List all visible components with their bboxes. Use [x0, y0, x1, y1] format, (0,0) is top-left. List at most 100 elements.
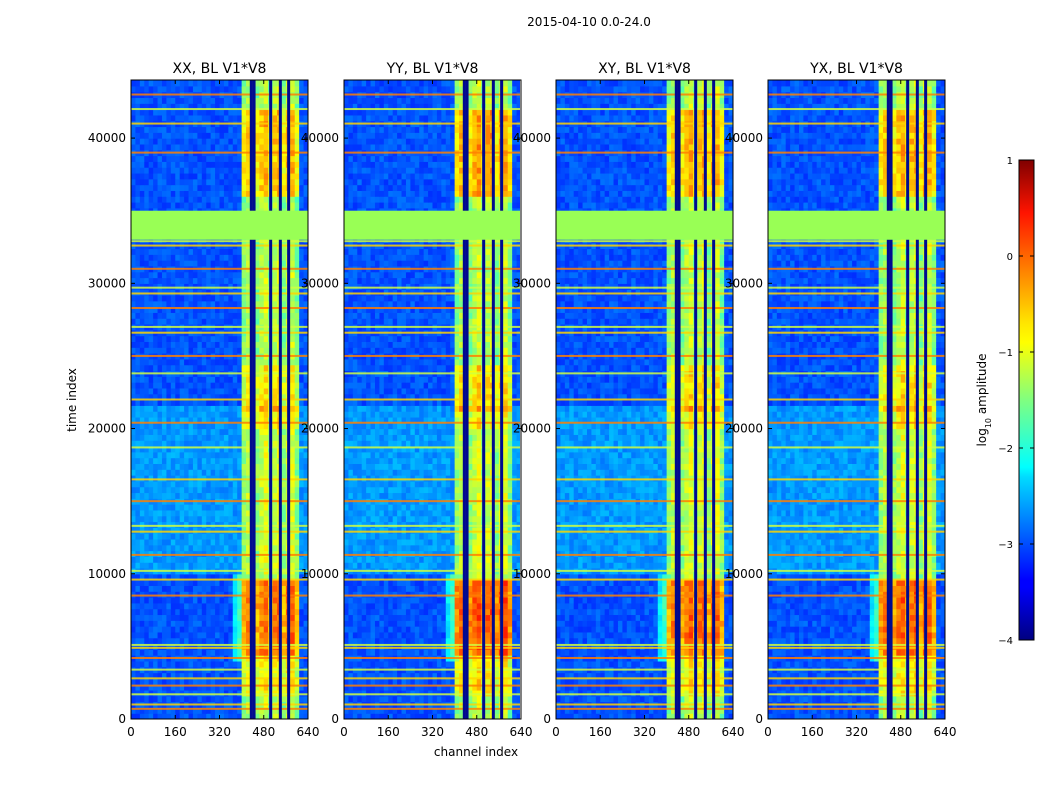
heatmap-cell — [153, 411, 159, 418]
heatmap-cell — [299, 138, 305, 145]
heatmap-cell — [148, 678, 154, 685]
heatmap-cell — [503, 660, 509, 668]
rfi-row — [131, 707, 308, 710]
heatmap-cell — [144, 271, 150, 279]
heatmap-cell — [246, 445, 252, 453]
heatmap-cell — [144, 376, 150, 383]
heatmap-cell — [157, 80, 163, 87]
heatmap-cell — [237, 620, 243, 627]
heatmap-cell — [454, 713, 460, 719]
heatmap-cell — [135, 167, 141, 174]
heatmap-cell — [263, 109, 269, 116]
heatmap-cell — [419, 695, 425, 703]
heatmap-cell — [161, 544, 167, 552]
heatmap-cell — [215, 236, 221, 244]
heatmap-cell — [131, 533, 137, 540]
heatmap-cell — [254, 480, 260, 488]
heatmap-cell — [215, 318, 221, 325]
heatmap-cell — [179, 161, 185, 168]
heatmap-cell — [281, 114, 287, 122]
heatmap-cell — [206, 103, 212, 110]
heatmap-cell — [170, 196, 176, 203]
heatmap-cell — [303, 161, 308, 168]
heatmap-cell — [139, 597, 145, 604]
heatmap-cell — [223, 387, 229, 395]
heatmap-cell — [201, 358, 207, 366]
heatmap-cell — [259, 318, 265, 325]
heatmap-cell — [401, 649, 407, 656]
heatmap-cell — [281, 416, 287, 424]
heatmap-cell — [272, 469, 278, 476]
heatmap-cell — [219, 631, 225, 639]
heatmap-cell — [263, 573, 269, 581]
heatmap-cell — [246, 556, 252, 563]
heatmap-cell — [410, 689, 416, 697]
heatmap-cell — [436, 643, 442, 650]
heatmap-cell — [263, 294, 269, 302]
heatmap-cell — [299, 620, 305, 627]
heatmap-cell — [179, 515, 185, 523]
heatmap-cell — [263, 637, 269, 645]
heatmap-cell — [263, 318, 269, 325]
heatmap-cell — [153, 649, 159, 656]
heatmap-cell — [131, 631, 137, 639]
heatmap-cell — [166, 411, 172, 418]
heatmap-cell — [303, 562, 308, 569]
heatmap-cell — [175, 364, 181, 372]
heatmap-cell — [272, 457, 278, 464]
heatmap-cell — [175, 306, 181, 313]
heatmap-cell — [263, 544, 269, 552]
heatmap-cell — [348, 713, 354, 719]
heatmap-cell — [192, 300, 198, 308]
heatmap-cell — [401, 672, 407, 679]
heatmap-cell — [228, 509, 234, 517]
heatmap-cell — [299, 155, 305, 162]
heatmap-cell — [131, 475, 137, 482]
heatmap-cell — [166, 538, 172, 546]
heatmap-cell — [153, 538, 159, 546]
heatmap-cell — [219, 347, 225, 354]
heatmap-cell — [228, 620, 234, 627]
heatmap-cell — [210, 167, 216, 174]
heatmap-cell — [201, 300, 207, 308]
heatmap-cell — [259, 190, 265, 197]
heatmap-cell — [153, 451, 159, 459]
heatmap-cell — [303, 248, 308, 255]
heatmap-cell — [294, 713, 300, 719]
heatmap-cell — [228, 167, 234, 174]
heatmap-cell — [197, 695, 203, 703]
heatmap-cell — [219, 451, 225, 459]
heatmap-cell — [170, 533, 176, 540]
heatmap-cell — [237, 236, 243, 244]
heatmap-cell — [135, 109, 141, 116]
heatmap-cell — [157, 608, 163, 616]
heatmap-cell — [153, 678, 159, 685]
heatmap-cell — [215, 451, 221, 459]
heatmap-cell — [135, 631, 141, 639]
heatmap-cell — [445, 678, 451, 685]
heatmap-cell — [263, 155, 269, 162]
heatmap-cell — [294, 422, 300, 430]
heatmap-cell — [188, 155, 194, 162]
heatmap-cell — [135, 132, 141, 139]
heatmap-cell — [184, 103, 190, 110]
heatmap-cell — [294, 597, 300, 604]
heatmap-cell — [131, 132, 137, 139]
heatmap-cell — [144, 126, 150, 133]
heatmap-cell — [201, 155, 207, 162]
heatmap-cell — [179, 341, 185, 348]
heatmap-cell — [303, 434, 308, 441]
heatmap-cell — [228, 463, 234, 470]
heatmap-cell — [228, 469, 234, 476]
heatmap-cell — [223, 713, 229, 719]
heatmap-cell — [290, 440, 296, 447]
heatmap-cell — [219, 620, 225, 627]
heatmap-cell — [188, 556, 194, 563]
heatmap-cell — [135, 614, 141, 621]
heatmap-cell — [166, 486, 172, 494]
heatmap-cell — [144, 416, 150, 424]
heatmap-cell — [179, 504, 185, 511]
heatmap-cell — [184, 289, 190, 296]
heatmap-cell — [197, 527, 203, 534]
heatmap-cell — [201, 85, 207, 93]
